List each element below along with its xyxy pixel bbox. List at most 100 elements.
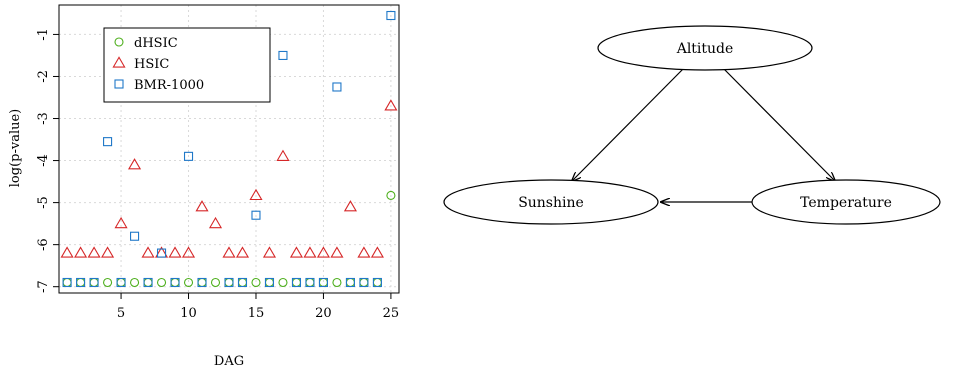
x-axis-label: DAG — [214, 354, 244, 369]
legend-circle-marker — [114, 37, 124, 47]
square-point — [170, 277, 180, 288]
square-point — [264, 277, 275, 288]
edge-altitude-sunshine — [572, 66, 686, 181]
x-tick-label: 5 — [117, 306, 125, 321]
x-axis: 5 10 15 20 25 — [117, 293, 399, 321]
series-dhsic — [62, 190, 396, 288]
node-altitude — [597, 25, 813, 71]
plot-frame — [58, 4, 400, 294]
circle-point — [372, 277, 382, 288]
triangle-point — [141, 246, 155, 258]
triangle-point — [114, 216, 128, 229]
square-point — [76, 277, 86, 288]
circle-point — [62, 277, 72, 288]
circle-point — [305, 277, 315, 288]
legend-square-marker — [114, 79, 124, 89]
node-altitude-label: Altitude — [676, 41, 734, 57]
square-point — [332, 82, 342, 92]
x-tick-label: 25 — [383, 306, 400, 321]
y-tick-label: -6 — [36, 238, 51, 251]
edge-altitude-temperature — [721, 66, 835, 181]
circle-point — [143, 277, 153, 288]
x-tick-label: 15 — [248, 306, 265, 321]
y-tick-label: -4 — [36, 154, 51, 167]
square-point — [372, 277, 382, 288]
triangle-point — [343, 200, 357, 212]
square-point — [62, 277, 72, 288]
circle-point — [89, 277, 99, 288]
triangle-point — [303, 246, 317, 258]
triangle-point — [195, 200, 209, 212]
triangle-point — [384, 99, 398, 111]
causal-diagram: Altitude Sunshine Temperature — [443, 25, 941, 225]
square-point — [116, 277, 126, 288]
triangle-point — [330, 246, 344, 258]
triangle-point — [60, 246, 74, 258]
circle-point — [359, 277, 369, 288]
square-point — [143, 277, 153, 288]
triangle-point — [168, 246, 182, 258]
circle-point — [210, 277, 221, 288]
circle-point — [386, 190, 396, 201]
triangle-point — [289, 246, 304, 258]
circle-point — [170, 277, 180, 288]
triangle-point — [87, 246, 101, 258]
square-point — [130, 231, 140, 241]
data-points — [60, 10, 398, 288]
square-point — [345, 277, 355, 288]
y-tick-label: -1 — [36, 28, 51, 41]
square-point — [103, 137, 113, 147]
circle-point — [197, 277, 207, 288]
triangle-point — [262, 246, 277, 258]
triangle-point — [316, 246, 331, 258]
series-hsic — [60, 99, 398, 258]
triangle-point — [222, 246, 236, 258]
triangle-point — [101, 246, 115, 258]
square-point — [156, 248, 167, 258]
legend-label: dHSIC — [134, 36, 178, 51]
square-point — [89, 277, 99, 288]
square-point — [386, 10, 396, 21]
legend-box — [103, 27, 271, 103]
square-point — [197, 277, 207, 288]
legend-label: HSIC — [134, 57, 169, 72]
square-point — [183, 151, 194, 161]
legend-label: BMR-1000 — [134, 78, 204, 93]
y-tick-label: -7 — [36, 280, 51, 293]
circle-point — [278, 277, 288, 288]
series-bmr-1000 — [62, 10, 396, 288]
square-point — [305, 277, 315, 288]
square-point — [318, 277, 328, 288]
y-axis-label: log(p-value) — [8, 109, 23, 187]
square-point — [224, 277, 234, 288]
triangle-point — [181, 246, 196, 258]
node-sunshine-label: Sunshine — [518, 195, 584, 211]
x-tick-label: 10 — [180, 306, 197, 321]
circle-point — [345, 277, 355, 288]
circle-point — [156, 277, 167, 288]
node-temperature — [751, 179, 941, 225]
legend: dHSIC HSIC BMR-1000 — [103, 27, 271, 103]
y-tick-label: -5 — [36, 196, 51, 209]
square-point — [251, 210, 261, 220]
triangle-point — [276, 149, 290, 161]
triangle-point — [249, 188, 263, 201]
circle-point — [130, 277, 140, 288]
scatter-plot: 5 10 15 20 25 -1 -2 -3 -4 -5 -6 -7 DAG log(p-value… — [8, 4, 400, 369]
circle-point — [103, 277, 113, 288]
y-tick-label: -2 — [36, 70, 51, 83]
triangle-point — [370, 246, 384, 258]
circle-point — [224, 277, 234, 288]
triangle-point — [127, 158, 142, 170]
node-temperature-label: Temperature — [800, 195, 892, 211]
square-point — [359, 277, 369, 288]
x-tick-label: 20 — [315, 306, 332, 321]
node-sunshine — [443, 179, 659, 225]
circle-point — [264, 277, 275, 288]
square-point — [291, 277, 302, 288]
circle-point — [251, 277, 261, 288]
circle-point — [332, 277, 342, 288]
y-axis: -1 -2 -3 -4 -5 -6 -7 — [36, 28, 59, 293]
circle-point — [76, 277, 86, 288]
